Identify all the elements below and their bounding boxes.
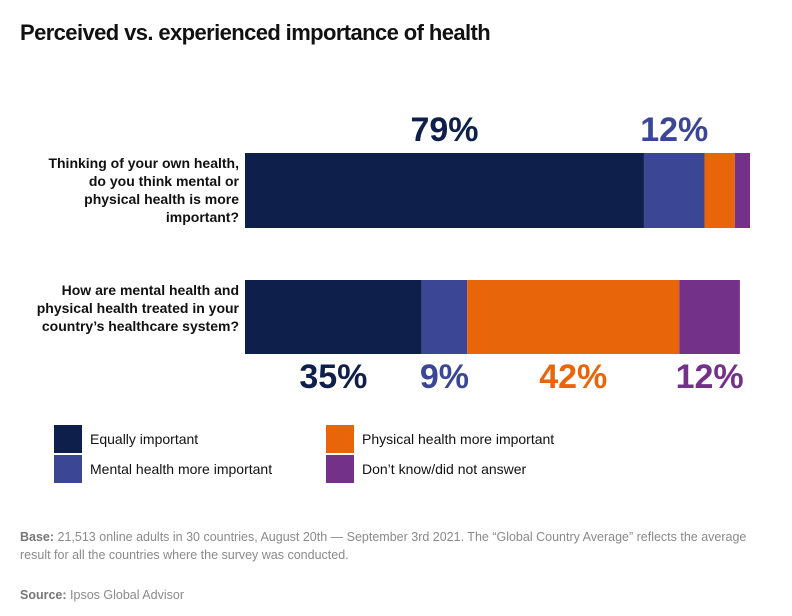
category-label: How are mental health and physical healt… [36,282,239,334]
base-text: 21,513 online adults in 30 countries, Au… [20,530,747,562]
data-label: 12% [676,358,744,396]
data-label: 79% [410,111,478,149]
data-label: 42% [539,358,607,396]
source-note: Source: Ipsos Global Advisor [20,586,760,604]
base-label: Base: [20,530,55,544]
base-note: Base: 21,513 online adults in 30 countri… [20,528,760,564]
legend-swatch [54,425,82,453]
bar-segment [643,153,705,228]
chart-title: Perceived vs. experienced importance of … [20,20,491,45]
legend-item: Don’t know/did not answer [326,455,526,483]
bar-segment [467,280,680,354]
bar-segment [245,153,644,228]
legend-label: Equally important [90,431,199,447]
legend-label: Don’t know/did not answer [362,461,527,477]
source-text: Ipsos Global Advisor [70,588,184,602]
source-label: Source: [20,588,67,602]
legend-label: Physical health more important [362,431,555,447]
bar-segment [245,280,422,354]
legend-swatch [54,455,82,483]
legend-item: Mental health more important [54,455,272,483]
data-label: 9% [420,358,469,396]
bar-segment [421,280,468,354]
legend-item: Physical health more important [326,425,554,453]
legend-label: Mental health more important [90,461,273,477]
bar-segment [679,280,740,354]
bar-segment [734,153,750,228]
legend-swatch [326,425,354,453]
category-label: Thinking of your own health, do you thin… [48,155,239,225]
data-label: 12% [640,111,708,149]
data-label: 35% [299,358,367,396]
bar-segment [704,153,735,228]
legend-item: Equally important [54,425,198,453]
legend-swatch [326,455,354,483]
